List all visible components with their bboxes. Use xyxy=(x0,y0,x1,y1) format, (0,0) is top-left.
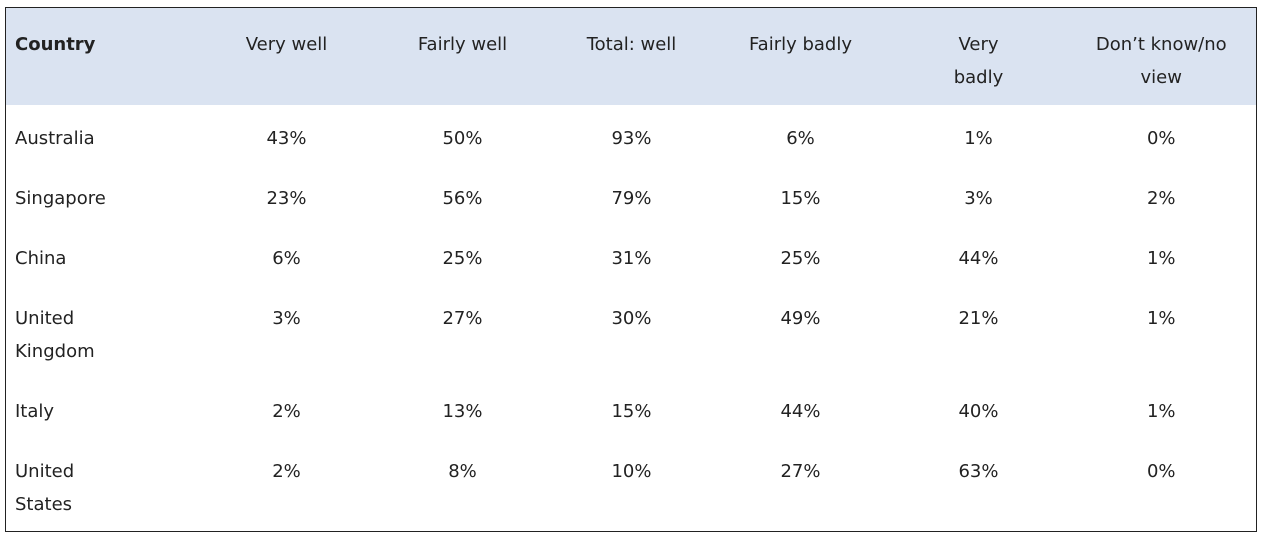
country-cell: Singapore xyxy=(15,188,106,209)
header-cell: Fairly badly xyxy=(748,34,853,55)
header-row: Country Very well Fairly well Total: well Fa… xyxy=(5,7,1257,105)
value-cell: 56% xyxy=(442,188,483,209)
value-cell: 10% xyxy=(611,461,652,482)
country-cell: United States xyxy=(15,461,75,515)
value-cell: 0% xyxy=(1146,128,1176,149)
value-cell: 27% xyxy=(780,461,821,482)
value-cell: 1% xyxy=(1146,401,1176,422)
value-cell: 21% xyxy=(958,308,999,329)
value-cell: 3% xyxy=(272,308,301,329)
value-cell: 1% xyxy=(964,128,993,149)
value-cell: 25% xyxy=(442,248,483,269)
table-row: United Kingdom 3% 27% 30% 49% 21% 1% xyxy=(6,285,1257,378)
value-cell: 63% xyxy=(958,461,999,482)
country-cell: Australia xyxy=(15,128,95,149)
data-table: Country Very well Fairly well Total: well Fa… xyxy=(5,7,1257,532)
table-row: Singapore 23% 56% 79% 15% 3% 2% xyxy=(6,165,1257,225)
header-cell: Fairly well xyxy=(417,34,508,55)
value-cell: 31% xyxy=(611,248,652,269)
value-cell: 6% xyxy=(786,128,815,149)
country-cell: China xyxy=(15,248,67,269)
value-cell: 3% xyxy=(964,188,993,209)
header-cell: Country xyxy=(15,34,96,55)
value-cell: 23% xyxy=(266,188,307,209)
header-cell: Very well xyxy=(245,34,328,55)
value-cell: 50% xyxy=(442,128,483,149)
country-cell: Italy xyxy=(15,401,55,422)
country-cell: United Kingdom xyxy=(15,308,95,362)
value-cell: 1% xyxy=(1146,248,1176,269)
value-cell: 43% xyxy=(266,128,307,149)
value-cell: 44% xyxy=(780,401,821,422)
value-cell: 1% xyxy=(1146,308,1176,329)
value-cell: 25% xyxy=(780,248,821,269)
value-cell: 93% xyxy=(611,128,652,149)
table-row: Italy 2% 13% 15% 44% 40% 1% xyxy=(6,378,1257,438)
header-cell: Don’t know/no view xyxy=(1095,34,1227,88)
value-cell: 0% xyxy=(1146,461,1176,482)
value-cell: 79% xyxy=(611,188,652,209)
header-cell: Total: well xyxy=(586,34,677,55)
value-cell: 2% xyxy=(1146,188,1176,209)
table-row: Australia 43% 50% 93% 6% 1% 0% xyxy=(6,105,1257,165)
value-cell: 15% xyxy=(611,401,652,422)
value-cell: 8% xyxy=(448,461,477,482)
table-body: Australia 43% 50% 93% 6% 1% 0% Singapore 23% 56% 7… xyxy=(6,105,1257,532)
value-cell: 30% xyxy=(611,308,652,329)
table-header: Country Very well Fairly well Total: well Fa… xyxy=(5,7,1257,105)
value-cell: 2% xyxy=(272,461,301,482)
value-cell: 27% xyxy=(442,308,483,329)
value-cell: 44% xyxy=(958,248,999,269)
value-cell: 2% xyxy=(272,401,301,422)
header-cell: Very badly xyxy=(953,34,1004,88)
value-cell: 13% xyxy=(442,401,483,422)
table-row: China 6% 25% 31% 25% 44% 1% xyxy=(6,225,1257,285)
value-cell: 40% xyxy=(958,401,999,422)
value-cell: 15% xyxy=(780,188,821,209)
value-cell: 49% xyxy=(780,308,821,329)
value-cell: 6% xyxy=(272,248,301,269)
table-row: United States 2% 8% 10% 27% 63% 0% xyxy=(6,438,1257,532)
